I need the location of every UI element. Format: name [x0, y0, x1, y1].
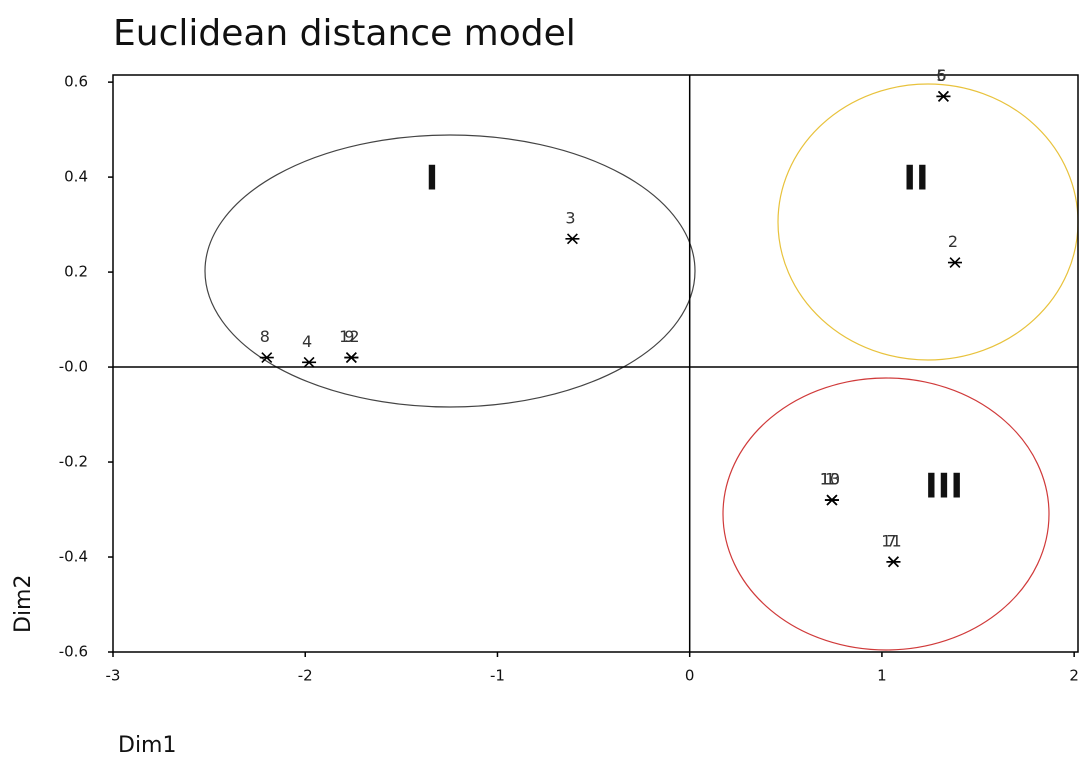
point-label: 3: [565, 208, 575, 227]
y-tick-label: -0.6: [59, 643, 88, 661]
x-axis-label: Dim1: [118, 733, 176, 758]
cluster-ellipse: [204, 134, 696, 408]
point-label: 6: [936, 66, 946, 85]
quadrant-label: III: [925, 467, 963, 507]
point-label: 8: [260, 327, 270, 346]
x-tick-label: 2: [1069, 667, 1079, 685]
cluster-ellipse: [777, 83, 1079, 361]
y-tick-label: -0.2: [59, 453, 88, 471]
point-label: 12: [339, 327, 359, 346]
point: [302, 356, 317, 368]
point-label: 9: [344, 327, 354, 346]
y-tick-label: -0.4: [59, 548, 88, 566]
chart-title: Euclidean distance model: [113, 13, 576, 54]
point-label: 4: [302, 332, 312, 351]
point: [565, 233, 580, 245]
quadrant-label: II: [903, 159, 928, 199]
cluster-ellipse: [722, 377, 1050, 651]
point: [824, 494, 839, 506]
y-axis-label: Dim2: [11, 575, 36, 633]
point-label: 2: [948, 232, 958, 251]
point: [886, 556, 901, 568]
y-tick-label: 0.2: [64, 263, 88, 281]
x-tick-label: -3: [106, 667, 121, 685]
point: [259, 352, 274, 364]
x-tick-label: 1: [877, 667, 887, 685]
point-label: 10: [820, 470, 840, 489]
x-tick-label: -1: [490, 667, 505, 685]
point-label: 13: [820, 470, 840, 489]
x-tick-label: 0: [685, 667, 695, 685]
point-label: 1: [825, 470, 835, 489]
point: [947, 257, 962, 269]
point-label: 5: [936, 66, 946, 85]
point: [936, 90, 951, 102]
point-label: 11: [881, 531, 901, 550]
point-label: 7: [886, 531, 896, 550]
quadrant-label: I: [426, 159, 439, 199]
y-tick-label: -0.0: [59, 358, 88, 376]
y-tick-label: 0.4: [64, 168, 88, 186]
y-tick-label: 0.6: [64, 73, 88, 91]
x-tick-label: -2: [298, 667, 313, 685]
plot-frame: [112, 74, 1079, 653]
point: [344, 352, 359, 364]
